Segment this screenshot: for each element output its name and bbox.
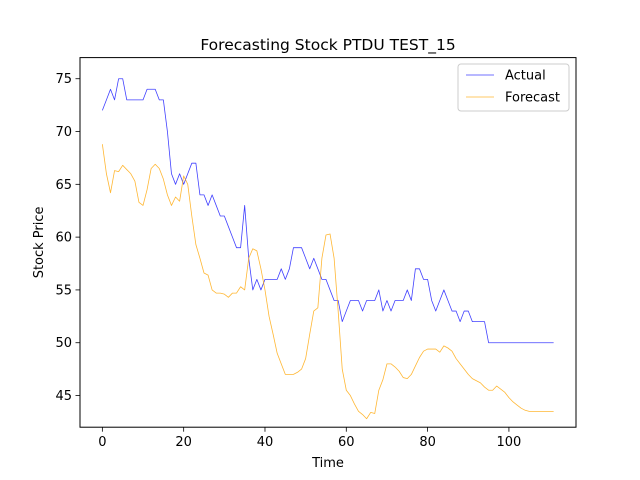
- y-tick-label: 60: [55, 231, 72, 246]
- x-axis-title: Time: [311, 456, 344, 471]
- y-tick-label: 45: [55, 389, 72, 404]
- y-axis-title: Stock Price: [32, 206, 47, 278]
- x-tick-label: 60: [338, 435, 355, 450]
- axes-frame: [79, 57, 577, 428]
- y-tick-label: 65: [55, 178, 72, 193]
- legend: Actual Forecast: [457, 63, 570, 112]
- x-tick-label: 100: [497, 435, 522, 450]
- y-tick-label: 55: [55, 283, 72, 298]
- x-tick-label: 40: [257, 435, 274, 450]
- y-tick-label: 75: [55, 72, 72, 87]
- x-tick-label: 20: [175, 435, 192, 450]
- plot-area: [79, 57, 577, 428]
- series-lines: [101, 78, 554, 420]
- y-axis-ticks: 45 50 55 60 65 70 75: [55, 72, 80, 404]
- x-tick-label: 80: [419, 435, 436, 450]
- x-tick-label: 0: [98, 435, 106, 450]
- legend-label-actual: Actual: [505, 69, 546, 84]
- y-tick-label: 50: [55, 336, 72, 351]
- series-line-actual: [101, 78, 554, 344]
- series-line-forecast: [101, 144, 554, 420]
- y-tick-label: 70: [55, 125, 72, 140]
- x-axis-ticks: 0 20 40 60 80 100: [98, 427, 521, 450]
- legend-box: [457, 63, 570, 112]
- chart-title: Forecasting Stock PTDU TEST_15: [200, 36, 455, 55]
- legend-label-forecast: Forecast: [505, 91, 560, 106]
